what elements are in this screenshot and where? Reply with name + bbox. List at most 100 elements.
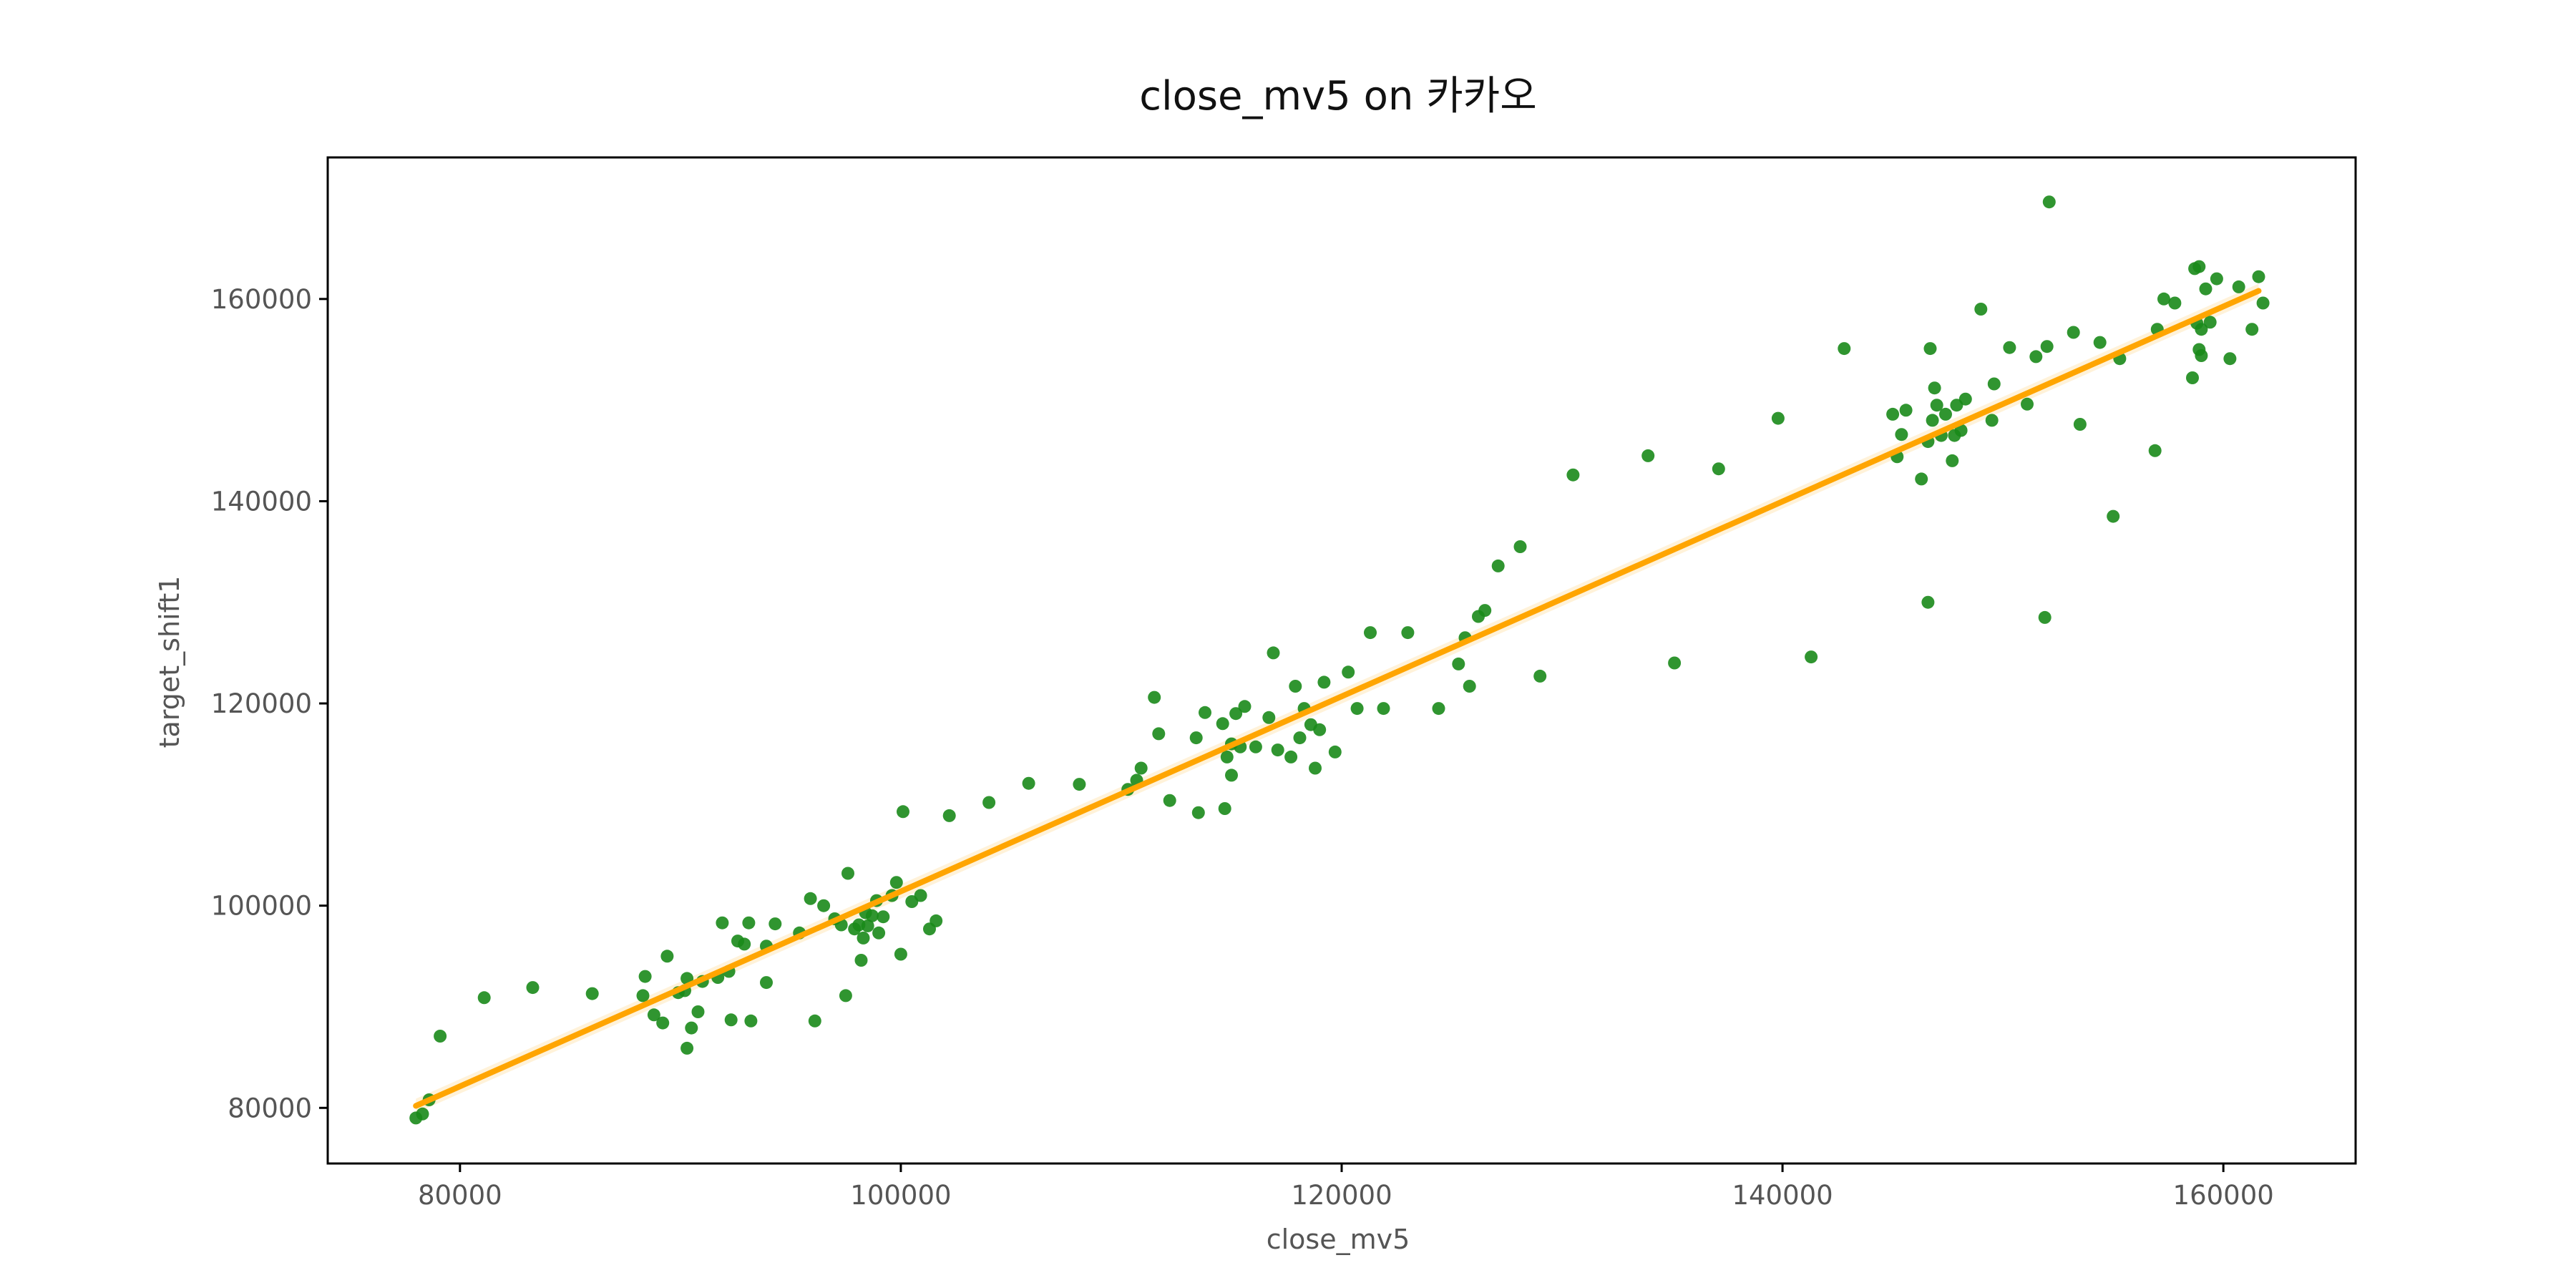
x-axis-label: close_mv5	[1267, 1224, 1410, 1255]
data-point	[1958, 392, 1972, 406]
data-point	[1189, 731, 1203, 745]
regression-line	[413, 288, 2262, 1109]
data-point	[1401, 626, 1415, 640]
data-point	[1313, 723, 1327, 736]
data-point	[1974, 303, 1988, 316]
data-point	[1262, 711, 1276, 724]
x-tick-label: 100000	[850, 1180, 951, 1211]
data-point	[1364, 626, 1377, 640]
data-point	[638, 970, 652, 983]
data-point	[1668, 656, 1682, 670]
data-point	[680, 1041, 694, 1055]
data-point	[2003, 341, 2016, 354]
data-point	[2038, 610, 2051, 624]
data-point	[1491, 559, 1505, 572]
data-point	[1350, 702, 1364, 716]
data-point	[1229, 707, 1243, 721]
data-point	[1985, 414, 1999, 427]
data-point	[877, 910, 890, 924]
data-point	[416, 1107, 429, 1121]
data-point	[2067, 326, 2080, 339]
data-point	[685, 1021, 698, 1035]
data-point	[1771, 411, 1785, 425]
data-point	[716, 916, 729, 930]
plot-frame	[326, 156, 2357, 1165]
data-point	[1199, 706, 1211, 719]
data-point	[857, 931, 870, 945]
data-point	[1452, 657, 1465, 670]
data-point	[526, 981, 540, 995]
data-point	[647, 1008, 660, 1022]
data-point	[1946, 454, 1959, 467]
data-point	[2157, 292, 2170, 306]
data-point	[1987, 377, 2001, 391]
data-point	[2203, 316, 2217, 329]
data-point	[1328, 745, 1342, 758]
data-point	[1289, 680, 1302, 693]
data-point	[2040, 340, 2054, 353]
data-point	[1463, 680, 1476, 693]
data-point	[872, 926, 886, 940]
data-point	[2073, 418, 2087, 431]
data-point	[2042, 195, 2056, 209]
data-point	[2093, 336, 2107, 349]
data-point	[1513, 540, 1527, 553]
data-point	[839, 989, 852, 1002]
data-point	[1478, 604, 1492, 618]
data-point	[889, 876, 903, 889]
data-point	[1309, 761, 1322, 775]
data-point	[1218, 802, 1231, 815]
data-point	[1267, 646, 1280, 660]
data-point	[914, 889, 927, 902]
data-point	[1342, 665, 1355, 679]
data-point	[1928, 381, 1941, 395]
y-tick-label: 80000	[228, 1093, 312, 1123]
y-tick-label: 160000	[211, 284, 312, 315]
data-point	[1073, 778, 1086, 791]
x-tick-label: 160000	[2173, 1180, 2274, 1211]
data-point	[1915, 472, 1928, 486]
data-point	[1533, 669, 1547, 683]
data-point	[2223, 352, 2237, 366]
data-point	[656, 1016, 670, 1030]
regression-line-group	[413, 288, 2262, 1109]
data-point	[1899, 404, 1913, 417]
data-point	[1216, 717, 1229, 731]
data-point	[738, 937, 751, 951]
data-point	[2107, 509, 2120, 523]
data-point	[1293, 731, 1307, 745]
data-point	[691, 1005, 705, 1018]
x-tick-label: 120000	[1291, 1180, 1392, 1211]
data-point	[1220, 750, 1234, 763]
data-point	[660, 950, 674, 963]
data-point	[804, 892, 817, 905]
data-point	[760, 976, 773, 990]
data-point	[854, 954, 868, 967]
data-point	[1377, 702, 1390, 716]
data-point	[1838, 342, 1851, 356]
data-point	[861, 919, 874, 932]
data-point	[1939, 407, 1952, 421]
data-point	[2256, 296, 2270, 310]
data-point	[1163, 794, 1176, 807]
data-point	[2195, 349, 2208, 362]
data-point	[1148, 691, 1161, 704]
data-point	[1284, 750, 1298, 763]
data-point	[1271, 743, 1284, 757]
data-point	[1641, 449, 1655, 462]
data-point	[1225, 769, 1238, 782]
data-point	[1921, 595, 1935, 609]
data-point	[1432, 702, 1445, 716]
data-points	[409, 195, 2270, 1125]
data-point	[897, 805, 909, 819]
data-point	[808, 1014, 821, 1028]
data-point	[982, 796, 996, 809]
data-point	[1805, 650, 1818, 664]
data-point	[1022, 776, 1035, 790]
data-point	[1895, 428, 1908, 441]
x-tick-label: 80000	[418, 1180, 502, 1211]
data-point	[865, 909, 879, 922]
data-point	[1923, 342, 1937, 356]
data-point	[1954, 424, 1968, 437]
